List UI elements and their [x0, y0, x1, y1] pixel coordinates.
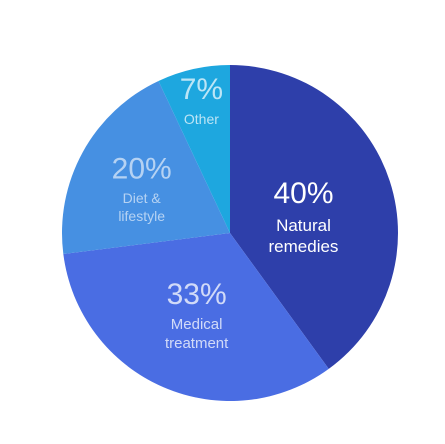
slice-label-box: Medical treatment — [164, 316, 229, 352]
pie-slice — [61, 80, 230, 255]
slice-label-box: Other — [183, 111, 219, 128]
slice-label: Other — [183, 111, 219, 128]
slice-label-box: Diet & lifestyle — [118, 190, 165, 224]
slice-percent: 40% — [273, 177, 333, 210]
pie-slice — [63, 233, 329, 401]
slice-percent: 20% — [112, 152, 172, 185]
slice-label: Diet & lifestyle — [118, 190, 165, 224]
pie-slice — [158, 65, 230, 233]
slice-label: Medical treatment — [164, 316, 229, 352]
slice-label: Natural remedies — [268, 216, 339, 257]
slice-percent: 7% — [180, 73, 223, 106]
slice-percent: 33% — [167, 278, 227, 311]
slice-label-box: Natural remedies — [268, 216, 339, 257]
pie-slice — [230, 65, 399, 369]
